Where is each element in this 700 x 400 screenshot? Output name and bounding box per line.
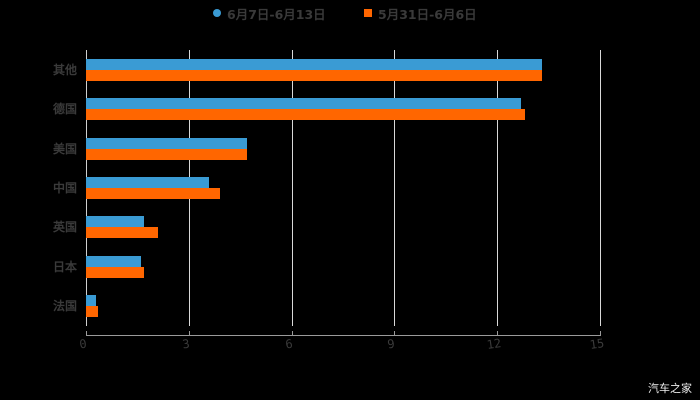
bar-previous-week[interactable] [86,70,542,81]
x-tick [600,331,601,336]
bar-current-week[interactable] [86,137,248,149]
bar-previous-week[interactable] [86,109,525,121]
x-tick [189,331,190,336]
category-label: 德国 [52,102,77,117]
bar-current-week[interactable] [86,255,141,267]
bar-current-week[interactable] [86,59,542,70]
bar-previous-week[interactable] [86,227,158,239]
legend: 6月7日-6月13日 5月31日-6月6日 [0,3,700,23]
legend-label: 5月31日-6月6日 [378,6,477,22]
bar-current-week[interactable] [86,98,522,110]
category-label: 美国 [52,141,77,156]
x-axis-tick-label: 9 [386,336,396,352]
legend-item-series-2[interactable]: 5月31日-6月6日 [364,3,477,23]
x-tick [497,331,498,336]
category-label: 法国 [52,298,77,313]
legend-circle-marker-icon [213,9,221,17]
bar-previous-week[interactable] [86,266,145,278]
x-axis-tick-label: 0 [78,336,88,352]
legend-square-marker-icon [364,9,372,17]
bar-previous-week[interactable] [86,148,248,160]
category-label: 中国 [52,180,77,195]
gridline [497,50,498,326]
x-axis-line [86,335,600,336]
x-tick [394,331,395,336]
x-tick [292,331,293,336]
x-axis-tick-label: 12 [485,336,503,352]
bar-current-week[interactable] [86,216,145,228]
bar-previous-week[interactable] [86,187,220,199]
gridline [292,50,293,326]
legend-label: 6月7日-6月13日 [227,6,326,22]
x-tick [86,331,87,336]
x-axis-tick-label: 3 [181,336,191,352]
x-axis-tick-label: 6 [284,336,294,352]
x-axis-tick-label: 15 [588,336,606,352]
gridline [394,50,395,326]
bar-current-week[interactable] [86,294,97,306]
category-label: 其他 [52,63,77,77]
watermark: 汽车之家 [648,382,692,395]
gridline [600,50,601,326]
category-label: 日本 [52,259,77,274]
bar-previous-week[interactable] [86,305,98,317]
bar-current-week[interactable] [86,176,210,188]
category-label: 英国 [52,220,77,235]
legend-item-series-1[interactable]: 6月7日-6月13日 [213,3,326,23]
